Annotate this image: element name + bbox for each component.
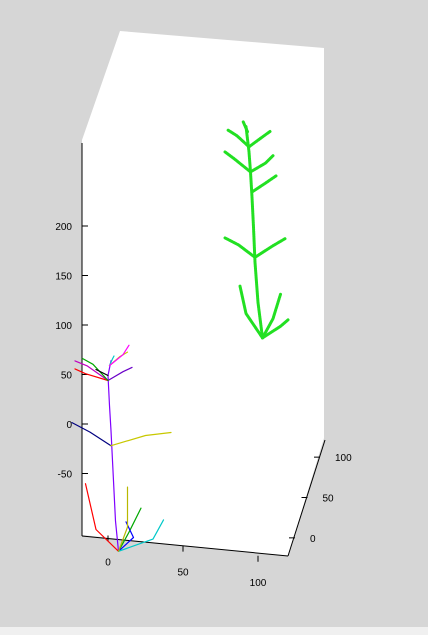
plot-series-layer <box>71 119 290 552</box>
x-tick-label: 100 <box>250 578 267 589</box>
series-line-green-plant <box>223 236 257 259</box>
series-line-green-plant <box>226 128 251 149</box>
series-line-green-plant <box>223 150 252 174</box>
y-tick-label: 50 <box>323 494 335 505</box>
series-line <box>71 422 112 447</box>
series-line <box>117 507 142 552</box>
x-tick-label: 0 <box>105 558 111 569</box>
series-line <box>74 360 109 382</box>
series-line <box>117 519 165 552</box>
series-line <box>74 368 109 382</box>
series-line-green-plant <box>253 237 287 259</box>
axes-box-face <box>82 31 324 556</box>
y-tick-label: 0 <box>310 534 316 545</box>
series-line <box>95 368 109 377</box>
z-tick-label: 50 <box>61 371 73 382</box>
series-line <box>117 486 129 552</box>
series-line <box>110 431 172 447</box>
series-line <box>81 357 109 382</box>
series-line <box>108 344 130 367</box>
series-line-green-plant <box>247 130 272 149</box>
z-tick-label: 150 <box>55 272 72 283</box>
series-line <box>84 483 120 552</box>
x-axis-line <box>81 535 289 557</box>
series-line-green-plant <box>261 318 290 340</box>
x-tick-label: 50 <box>177 568 189 579</box>
series-line-green-plant <box>241 119 249 134</box>
z-tick-label: 0 <box>66 420 72 431</box>
window-bottom-strip <box>0 627 428 635</box>
series-line-green-plant <box>261 292 282 340</box>
series-line <box>107 366 133 382</box>
series-line <box>117 521 135 552</box>
z-tick-label: 100 <box>55 321 72 332</box>
series-line-green-plant <box>238 284 264 340</box>
y-tick-label: 100 <box>335 453 352 464</box>
z-tick-label: 200 <box>55 222 72 233</box>
z-tick-label: -50 <box>58 470 73 481</box>
series-line-green-plant <box>249 154 275 174</box>
series-line <box>108 355 115 367</box>
series-line-green-plant <box>244 125 264 340</box>
series-line-green-plant <box>250 174 278 194</box>
axes-layer: -50 0 50 100 150 200 0 50 100 0 50 100 <box>55 143 352 589</box>
